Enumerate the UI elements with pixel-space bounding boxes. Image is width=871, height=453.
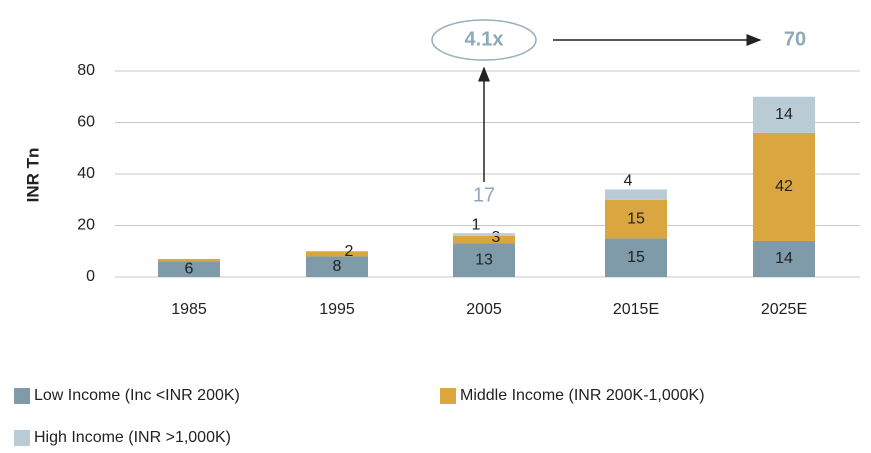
data-label: 2 [345,243,354,260]
data-label: 42 [775,178,793,195]
y-tick-label: 80 [77,62,95,79]
y-tick-label: 0 [86,268,95,285]
bar-segment [306,256,368,277]
bar-segment [453,243,515,277]
legend-swatch [14,388,30,404]
bar-segment [158,261,220,277]
data-label: 1 [472,216,481,233]
data-label: 14 [775,106,793,123]
x-tick-label: 1985 [171,301,207,318]
x-tick-label: 2015E [613,301,659,318]
legend-label: Middle Income (INR 200K-1,000K) [460,387,705,404]
y-tick-label: 60 [77,114,95,131]
growth-ellipse [431,19,537,61]
x-tick-label: 1995 [319,301,355,318]
legend-label: High Income (INR >1,000K) [34,429,231,446]
data-label: 4 [624,173,633,190]
growth-label: 4.1x [465,28,504,50]
legend-swatch [440,388,456,404]
total-label: 70 [784,28,806,50]
legend-label: Low Income (Inc <INR 200K) [34,387,240,404]
y-axis-label: INR Tn [23,148,42,203]
bar-segment [453,235,515,244]
bar-segment [753,132,815,241]
total-label: 17 [473,184,495,206]
bar-segment [753,240,815,277]
bar-segment [453,233,515,236]
x-tick-label: 2025E [761,301,807,318]
y-tick-label: 20 [77,217,95,234]
data-label: 3 [492,229,501,246]
data-label: 8 [333,258,342,275]
bar-segment [605,199,667,239]
bar-segment [605,238,667,277]
data-label: 15 [627,210,645,227]
bar-segment [605,189,667,200]
data-label: 15 [627,249,645,266]
bar-segment [306,251,368,257]
legend-swatch [14,430,30,446]
data-label: 6 [185,260,194,277]
data-label: 13 [475,251,493,268]
y-tick-label: 40 [77,165,95,182]
bar-segment [753,96,815,133]
x-tick-label: 2005 [466,301,502,318]
data-label: 14 [775,250,793,267]
bar-segment [158,258,220,262]
